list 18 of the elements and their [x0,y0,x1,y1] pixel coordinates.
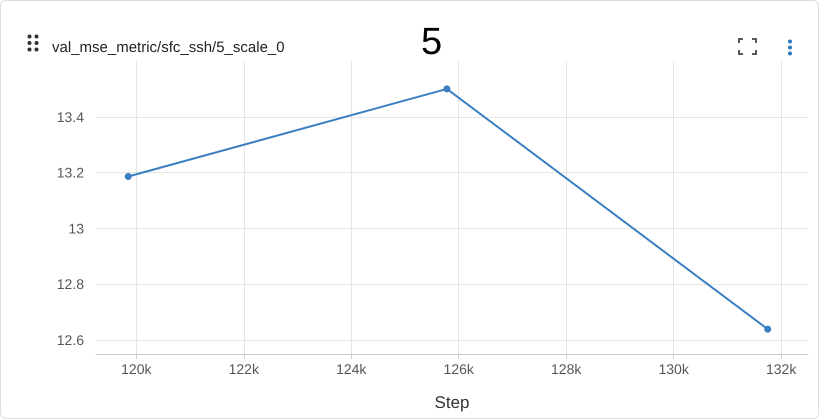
x-axis-title: Step [434,393,470,412]
x-tick-label: 120k [121,361,152,377]
y-tick-label: 12.6 [56,332,84,348]
y-tick-label: 13 [68,220,84,236]
y-tick-label: 13.2 [56,164,84,181]
annotation: 5 [421,21,442,63]
x-tick-label: 124k [336,361,368,377]
point [124,173,132,180]
x-tick-label: 130k [658,361,690,377]
x-tick-label: 126k [444,361,475,377]
chart-title: val_mse_metric/sfc_ssh/5_scale_0 [52,39,285,56]
y-tick-label: 12.8 [56,276,84,292]
x-tick-label: 132k [766,361,798,377]
point [764,326,772,333]
x-tick-label: 122k [228,361,260,377]
y-tick-label: 13.4 [56,108,84,125]
x-tick-label: 128k [551,361,582,377]
point [443,85,450,92]
